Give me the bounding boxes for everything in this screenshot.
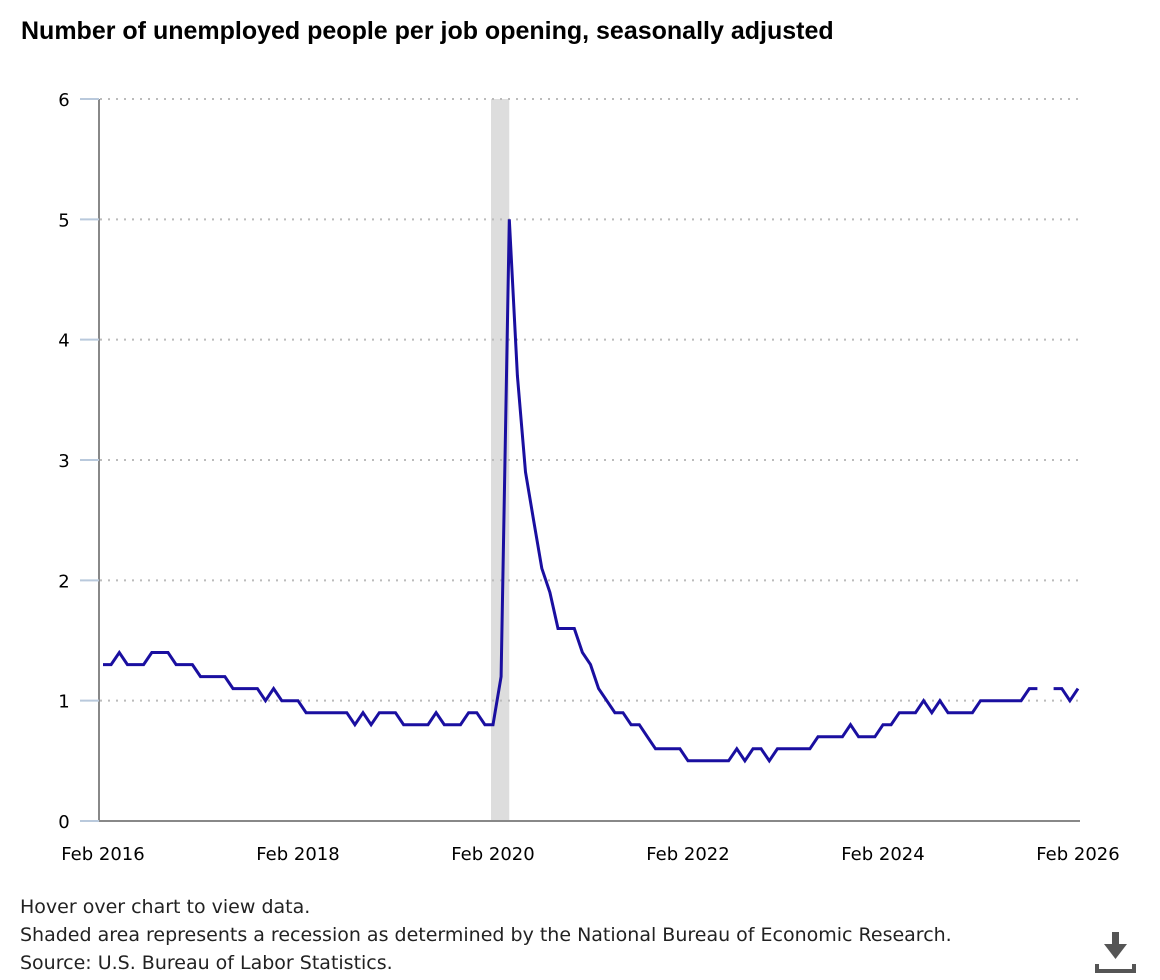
recession-note: Shaded area represents a recession as de…	[20, 924, 952, 946]
chart-footer: Hover over chart to view data. Shaded ar…	[20, 893, 952, 977]
y-tick-label: 1	[58, 692, 69, 713]
x-axis: Feb 2016 Feb 2018 Feb 2020 Feb 2022 Feb 2024…	[61, 820, 1120, 865]
y-tick-label: 5	[58, 210, 69, 231]
source-note: Source: U.S. Bureau of Labor Statistics.	[20, 952, 393, 974]
y-tick-label: 2	[58, 571, 69, 592]
series-line-segment[interactable]	[103, 219, 1038, 764]
gridlines	[100, 98, 1080, 702]
y-tick-label: 6	[58, 90, 69, 111]
x-tick-label: Feb 2026	[1036, 844, 1119, 865]
download-button[interactable]	[1093, 930, 1137, 974]
x-tick-label: Feb 2018	[256, 844, 339, 865]
y-tick-label: 0	[58, 812, 69, 833]
x-tick-label: Feb 2016	[61, 844, 144, 865]
series-line-segment[interactable]	[1053, 687, 1080, 704]
y-tick-label: 3	[58, 451, 69, 472]
x-tick-label: Feb 2022	[646, 844, 729, 865]
chart-title: Number of unemployed people per job open…	[21, 17, 834, 45]
data-series-line[interactable]	[103, 219, 1080, 764]
hover-note: Hover over chart to view data.	[20, 896, 311, 918]
download-icon	[1095, 932, 1136, 973]
y-tick-label: 4	[58, 331, 69, 352]
x-tick-label: Feb 2020	[451, 844, 534, 865]
x-tick-label: Feb 2024	[841, 844, 924, 865]
y-axis: 0 1 2 3 4 5 6	[58, 90, 100, 833]
line-chart[interactable]: 0 1 2 3 4 5 6 Feb 2016 Feb 2018 Feb 2020 Feb 2022…	[0, 0, 1160, 880]
